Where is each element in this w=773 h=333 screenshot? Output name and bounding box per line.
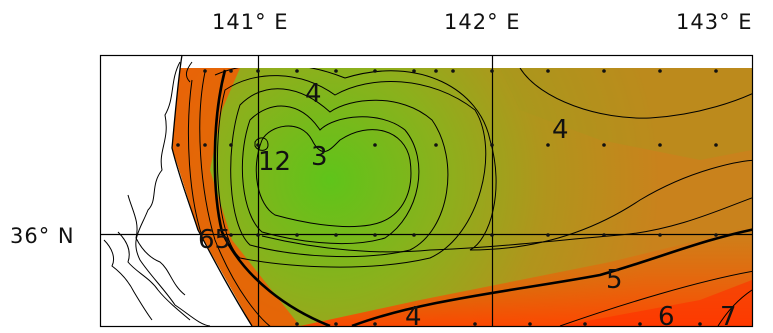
contour-label-4-top: 4 bbox=[305, 79, 322, 109]
contour-lines bbox=[187, 68, 752, 326]
sea-field bbox=[172, 68, 752, 326]
longitude-label-141e: 141° E bbox=[212, 10, 289, 34]
latitude-label-36n: 36° N bbox=[10, 224, 75, 248]
contour-label-12: 12 bbox=[258, 147, 291, 177]
graticule bbox=[99, 54, 754, 328]
contour-label-65: 65 bbox=[198, 225, 231, 255]
station-dots bbox=[176, 69, 718, 326]
contour-label-6: 6 bbox=[658, 302, 675, 332]
contour-label-5: 5 bbox=[606, 265, 623, 295]
contour-label-7: 7 bbox=[720, 302, 737, 332]
longitude-label-142e: 142° E bbox=[444, 10, 521, 34]
contour-label-4-bottom: 4 bbox=[405, 302, 422, 332]
contour-label-4-right: 4 bbox=[552, 115, 569, 145]
contour-label-3: 3 bbox=[311, 142, 328, 172]
contour-labels: 4 12 3 4 65 5 4 6 7 bbox=[198, 79, 737, 332]
coastline bbox=[100, 54, 253, 327]
longitude-label-143e: 143° E bbox=[676, 10, 753, 34]
